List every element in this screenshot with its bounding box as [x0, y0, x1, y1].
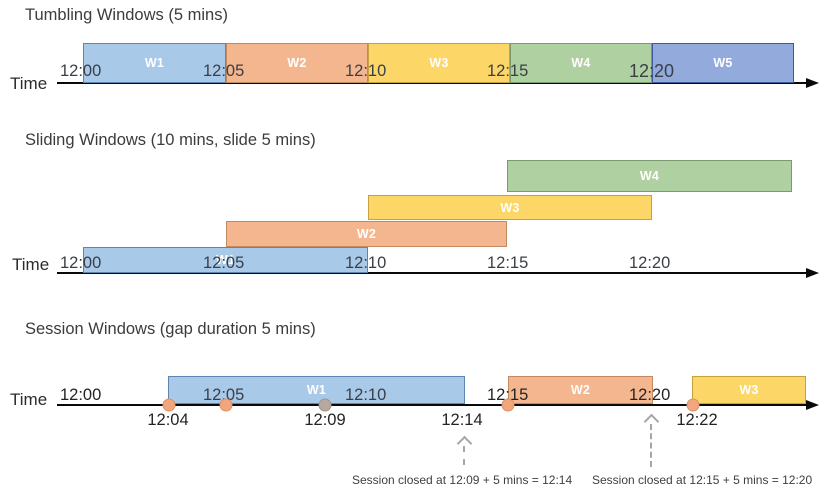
window-label: W1 — [306, 383, 327, 397]
sliding-tick-1215: 12:15 — [487, 254, 529, 272]
session-time-axis-label: Time — [10, 390, 48, 409]
session-window-w1: W1 — [168, 376, 465, 404]
sliding-time-axis — [57, 272, 808, 274]
sliding-tick-1200: 12:00 — [60, 254, 102, 272]
annotation-arrow-shaft — [650, 424, 652, 467]
sliding-window-w4: W4 — [507, 160, 792, 192]
sliding-window-w1: W1 — [83, 247, 368, 273]
tumbling-window-w2: W2 — [226, 43, 368, 83]
session-event-label-1209: 12:09 — [304, 411, 346, 429]
window-label: W2 — [356, 227, 377, 241]
session-time-axis — [57, 404, 808, 406]
event-dot-1209 — [318, 398, 332, 412]
session-tick-1215: 12:15 — [487, 386, 529, 404]
session-event-label-1214: 12:14 — [441, 411, 483, 429]
tumbling-section-title: Tumbling Windows (5 mins) — [25, 6, 228, 24]
sliding-window-w2: W2 — [226, 221, 507, 247]
session-section-title: Session Windows (gap duration 5 mins) — [25, 320, 316, 338]
session-axis-arrowhead-icon — [806, 400, 819, 410]
tumbling-tick-1200: 12:00 — [60, 62, 102, 80]
annotation-arrow-shaft — [463, 446, 465, 465]
sliding-tick-1220: 12:20 — [629, 254, 671, 272]
event-dot-1204 — [162, 398, 176, 412]
window-label: W4 — [639, 169, 660, 183]
tumbling-window-w1: W1 — [83, 43, 226, 83]
event-dot-1205 — [219, 398, 233, 412]
tumbling-tick-1220: 12:20 — [629, 61, 675, 81]
window-label: W3 — [429, 56, 449, 70]
sliding-section-title: Sliding Windows (10 mins, slide 5 mins) — [25, 131, 316, 149]
session-tick-1205: 12:05 — [203, 386, 245, 404]
window-label: W2 — [287, 56, 307, 70]
sliding-tick-1210: 12:10 — [345, 254, 387, 272]
sliding-time-axis-label: Time — [12, 255, 50, 274]
window-label: W3 — [739, 383, 759, 397]
session-event-label-1204: 12:04 — [147, 411, 189, 429]
event-dot-1215 — [501, 398, 515, 412]
tumbling-axis-arrowhead-icon — [806, 78, 819, 88]
session-event-label-1222: 12:22 — [676, 411, 718, 429]
window-label: W1 — [215, 253, 236, 267]
sliding-window-w3: W3 — [368, 195, 652, 220]
tumbling-window-w5: W5 — [652, 43, 794, 83]
tumbling-tick-1205: 12:05 — [203, 62, 245, 80]
session-tick-1220: 12:20 — [629, 386, 671, 404]
session-window-w3: W3 — [692, 376, 806, 404]
sliding-axis-arrowhead-icon — [806, 268, 819, 278]
tumbling-window-w4: W4 — [510, 43, 652, 83]
session-close-annotation-1: Session closed at 12:09 + 5 mins = 12:14 — [352, 473, 573, 487]
tumbling-tick-1215: 12:15 — [487, 62, 529, 80]
window-label: W1 — [144, 56, 165, 70]
sliding-tick-1205: 12:05 — [203, 254, 245, 272]
tumbling-time-axis-label: Time — [10, 74, 48, 93]
session-window-w2: W2 — [508, 376, 653, 404]
event-dot-1222 — [686, 398, 700, 412]
session-tick-1200: 12:00 — [60, 386, 102, 404]
tumbling-time-axis — [57, 82, 808, 84]
tumbling-tick-1210: 12:10 — [345, 62, 387, 80]
window-label: W3 — [500, 200, 520, 215]
session-tick-1210: 12:10 — [345, 386, 387, 404]
session-close-annotation-2: Session closed at 12:15 + 5 mins = 12:20 — [592, 473, 813, 487]
tumbling-window-w3: W3 — [368, 43, 510, 83]
window-label: W5 — [713, 56, 733, 70]
window-label: W2 — [570, 383, 591, 397]
window-label: W4 — [571, 56, 591, 70]
